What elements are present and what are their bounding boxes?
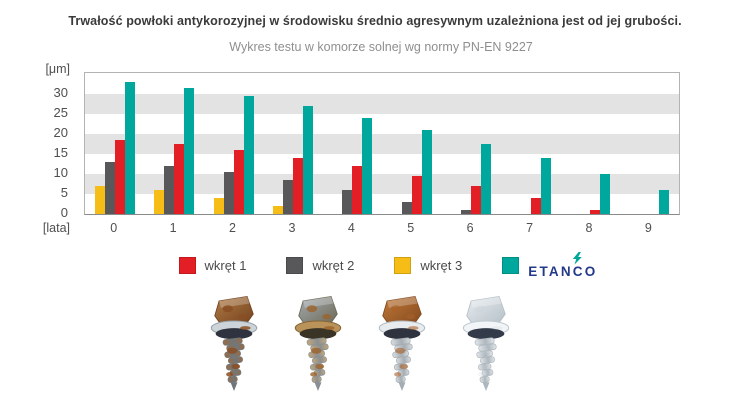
x-tick-label: 0 xyxy=(110,221,118,235)
bars xyxy=(570,174,610,214)
bars xyxy=(392,130,432,214)
legend-item-wkret-3: wkręt 3 xyxy=(394,256,463,274)
legend-label: wkręt 2 xyxy=(312,257,355,273)
bar-wkręt-3-year-1 xyxy=(154,190,165,214)
bars xyxy=(213,96,254,214)
legend-label: wkręt 1 xyxy=(204,257,247,273)
bar-wkręt-3-year-0 xyxy=(94,186,105,214)
bar-group-year-0 xyxy=(85,73,144,214)
bar-wkręt-2-year-1 xyxy=(164,166,175,214)
bar-wkręt-1-year-0 xyxy=(114,140,125,214)
x-tick-label: 4 xyxy=(347,221,355,235)
bar-group-year-9 xyxy=(620,73,679,214)
grid-stripe xyxy=(85,134,679,154)
legend-item-wkret-1: wkręt 1 xyxy=(178,256,247,274)
x-tick-label: 5 xyxy=(407,221,415,235)
screw-photos xyxy=(0,288,720,396)
bar-wkręt-1-year-3 xyxy=(292,158,303,214)
bar-wkręt-2-year-4 xyxy=(342,190,353,214)
bar-wkręt-3-year-3 xyxy=(272,206,283,214)
bars xyxy=(94,82,135,214)
bars xyxy=(332,118,373,214)
bar-wkręt-2-year-2 xyxy=(223,172,234,214)
bar-wkręt-1-year-2 xyxy=(233,150,244,214)
bar-wkręt-1-year-5 xyxy=(411,176,422,214)
bar-group-year-7 xyxy=(501,73,560,214)
bar-wkręt-1-year-7 xyxy=(530,198,541,214)
bar-wkręt-1-year-1 xyxy=(174,144,185,214)
x-tick-label: 1 xyxy=(169,221,177,235)
lightning-bolt-icon xyxy=(573,252,583,265)
bar-etanco-year-1 xyxy=(184,88,195,214)
bar-wkręt-2-year-6 xyxy=(461,210,472,214)
bar-group-year-5 xyxy=(382,73,441,214)
legend-swatch-red xyxy=(178,256,196,274)
x-tick-label: 8 xyxy=(585,221,593,235)
bar-wkręt-1-year-8 xyxy=(589,210,600,214)
bars xyxy=(629,190,670,214)
bar-group-year-1 xyxy=(144,73,203,214)
y-tick-label: 5 xyxy=(60,185,68,200)
bar-groups xyxy=(85,73,679,214)
x-tick-label: 7 xyxy=(526,221,534,235)
bar-etanco-year-4 xyxy=(362,118,373,214)
bar-group-year-4 xyxy=(323,73,382,214)
bar-etanco-year-3 xyxy=(302,106,313,214)
screw-heavily-corroded-photo xyxy=(210,296,258,391)
brand-name: ETANCO xyxy=(528,264,598,279)
bars xyxy=(451,144,492,214)
x-tick-label: 3 xyxy=(288,221,296,235)
screw-intact-photo xyxy=(462,296,510,391)
legend-item-etanco: ETANCO xyxy=(502,252,597,279)
bar-wkręt-2-year-0 xyxy=(104,162,115,214)
y-tick-label: 0 xyxy=(60,205,68,220)
bar-etanco-year-2 xyxy=(243,96,254,214)
bars xyxy=(272,106,313,214)
legend-swatch-teal xyxy=(502,256,520,274)
bar-etanco-year-7 xyxy=(540,158,551,214)
x-axis: 0 1 2 3 4 5 6 7 8 9 xyxy=(84,221,678,235)
legend-swatch-gray xyxy=(286,256,304,274)
etanco-logo: ETANCO xyxy=(528,252,597,279)
bar-etanco-year-8 xyxy=(599,174,610,214)
bar-wkręt-1-year-6 xyxy=(471,186,482,214)
x-tick-label: 9 xyxy=(644,221,652,235)
legend: wkręt 1 wkręt 2 wkręt 3 ETANCO xyxy=(0,252,750,279)
x-tick-label: 2 xyxy=(229,221,236,235)
bar-group-year-6 xyxy=(441,73,500,214)
y-axis-unit-label: [μm] xyxy=(45,62,70,76)
x-tick-label: 6 xyxy=(466,221,474,235)
bar-group-year-8 xyxy=(560,73,619,214)
screw-partially-corroded-photo xyxy=(378,296,426,391)
bar-wkręt-2-year-5 xyxy=(401,202,412,214)
legend-swatch-yellow xyxy=(394,256,412,274)
legend-item-wkret-2: wkręt 2 xyxy=(286,256,355,274)
x-axis-unit-label: [lata] xyxy=(42,221,70,235)
bar-etanco-year-5 xyxy=(421,130,432,214)
y-tick-label: 15 xyxy=(53,145,68,160)
bar-group-year-3 xyxy=(263,73,322,214)
bars xyxy=(511,158,551,214)
bar-etanco-year-0 xyxy=(124,82,135,214)
bar-group-year-2 xyxy=(204,73,263,214)
screw-corroded-photo xyxy=(294,296,342,391)
y-tick-label: 30 xyxy=(53,85,68,100)
plot-area xyxy=(84,72,680,215)
grid-stripe xyxy=(85,94,679,114)
bar-etanco-year-6 xyxy=(481,144,492,214)
bar-wkręt-3-year-2 xyxy=(213,198,224,214)
chart-title: Trwałość powłoki antykorozyjnej w środow… xyxy=(68,14,682,28)
y-tick-label: 20 xyxy=(53,125,68,140)
y-tick-label: 25 xyxy=(53,105,68,120)
bar-wkręt-2-year-3 xyxy=(282,180,293,214)
y-axis: 0 5 10 15 20 25 30 xyxy=(0,72,74,220)
legend-label: wkręt 3 xyxy=(420,257,463,273)
bars xyxy=(154,88,195,214)
chart-subtitle: Wykres testu w komorze solnej wg normy P… xyxy=(229,40,533,54)
bar-etanco-year-9 xyxy=(659,190,670,214)
bar-wkręt-1-year-4 xyxy=(352,166,363,214)
y-tick-label: 10 xyxy=(53,165,68,180)
